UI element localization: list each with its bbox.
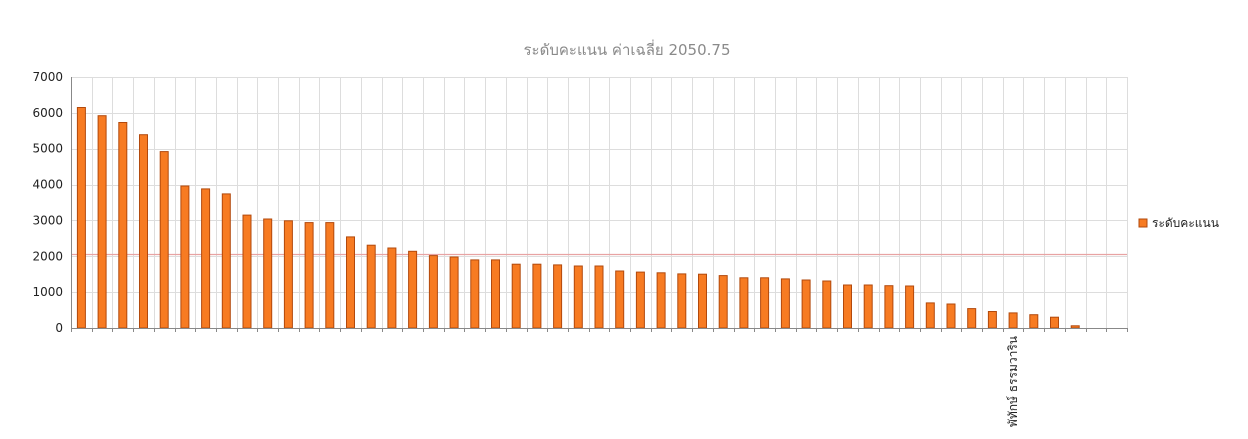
bar-24 <box>573 265 583 329</box>
bar-34 <box>780 278 790 329</box>
legend-swatch <box>1138 218 1148 228</box>
axes <box>71 77 1128 332</box>
y-tick-label-2: 2000 <box>32 249 63 263</box>
bar-29 <box>677 273 687 329</box>
bar-32 <box>739 277 749 329</box>
y-axis-ticks: 0 1000 2000 3000 4000 5000 6000 7000 <box>32 70 63 335</box>
bar-42 <box>946 303 956 329</box>
bar-43 <box>967 308 977 329</box>
grid <box>71 77 1128 329</box>
y-tick-label-7: 7000 <box>32 70 63 84</box>
bar-14 <box>366 244 376 329</box>
y-tick-label-0: 0 <box>55 321 63 335</box>
bar-3 <box>139 134 148 329</box>
y-tick-label-6: 6000 <box>32 106 63 120</box>
bar-26 <box>615 270 625 329</box>
chart-title: ระดับคะแนน ค่าเฉลี่ย 2050.75 <box>524 39 731 59</box>
bar-20 <box>491 259 500 329</box>
bar-28 <box>656 272 666 329</box>
y-tick-label-3: 3000 <box>32 213 63 227</box>
bar-8 <box>242 214 252 329</box>
bar-1 <box>97 115 107 329</box>
bar-15 <box>387 247 397 329</box>
bar-48 <box>1070 325 1080 329</box>
bar-30 <box>698 273 707 329</box>
bar-16 <box>408 250 418 329</box>
bar-7 <box>221 193 231 329</box>
bar-11 <box>304 222 314 329</box>
bar-40 <box>905 285 915 329</box>
bar-13 <box>346 236 355 329</box>
bar-23 <box>553 264 563 329</box>
bar-19 <box>470 259 480 329</box>
bar-22 <box>532 263 542 329</box>
bar-37 <box>843 284 852 329</box>
bar-4 <box>159 151 169 329</box>
bar-5 <box>180 185 190 329</box>
bar-44 <box>987 311 997 329</box>
bar-2 <box>118 122 128 329</box>
bar-36 <box>822 280 832 329</box>
bar-33 <box>760 277 770 329</box>
bar-18 <box>449 256 459 329</box>
bar-25 <box>594 265 604 329</box>
bar-39 <box>884 285 894 329</box>
bar-21 <box>511 263 521 329</box>
bar-9 <box>263 218 273 329</box>
bar-38 <box>863 284 873 329</box>
bar-12 <box>325 222 335 329</box>
x-axis-labels: พัทักษ์ ธรรมวาริน <box>1006 336 1020 427</box>
bar-10 <box>283 220 293 329</box>
y-tick-label-4: 4000 <box>32 178 63 192</box>
x-tick-label-45: พัทักษ์ ธรรมวาริน <box>1006 336 1020 427</box>
legend-label: ระดับคะแนน <box>1152 216 1219 230</box>
y-tick-label-1: 1000 <box>32 285 63 299</box>
bar-45 <box>1008 312 1018 329</box>
bar-0 <box>76 107 86 329</box>
bar-27 <box>635 271 645 329</box>
bar-35 <box>801 279 811 329</box>
bar-47 <box>1050 316 1059 329</box>
legend: ระดับคะแนน <box>1138 216 1219 230</box>
bars <box>76 107 1080 329</box>
bar-17 <box>428 255 438 329</box>
bar-46 <box>1029 314 1039 329</box>
bar-31 <box>718 275 728 329</box>
y-tick-label-5: 5000 <box>32 142 63 156</box>
bar-41 <box>925 302 935 329</box>
bar-6 <box>201 188 211 329</box>
